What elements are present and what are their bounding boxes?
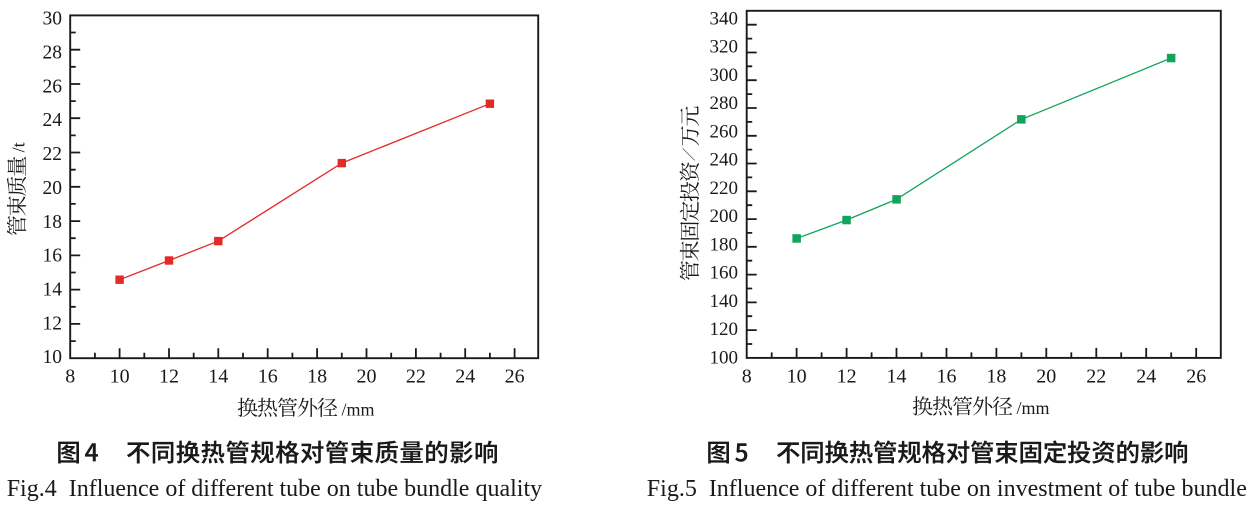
- svg-text:24: 24: [1136, 366, 1156, 388]
- svg-text:200: 200: [710, 206, 739, 227]
- svg-text:18: 18: [986, 366, 1006, 388]
- svg-text:/mm: /mm: [1017, 398, 1050, 418]
- svg-text:22: 22: [43, 144, 63, 165]
- svg-text:20: 20: [43, 178, 63, 199]
- svg-text:28: 28: [43, 43, 63, 64]
- svg-text:320: 320: [710, 37, 739, 58]
- svg-text:120: 120: [710, 319, 739, 340]
- svg-text:/t: /t: [9, 142, 29, 152]
- svg-text:100: 100: [710, 347, 739, 368]
- svg-text:14: 14: [887, 366, 907, 388]
- svg-text:30: 30: [43, 9, 63, 30]
- svg-text:12: 12: [159, 366, 179, 388]
- svg-text:180: 180: [710, 234, 739, 255]
- svg-text:12: 12: [837, 366, 857, 388]
- svg-text:/mm: /mm: [342, 399, 375, 419]
- svg-text:24: 24: [455, 366, 475, 388]
- svg-text:26: 26: [505, 366, 525, 388]
- svg-text:18: 18: [307, 366, 327, 388]
- svg-text:20: 20: [357, 366, 377, 388]
- svg-text:16: 16: [258, 366, 278, 388]
- svg-text:22: 22: [1086, 366, 1106, 388]
- svg-text:220: 220: [710, 178, 739, 199]
- svg-text:Fig.5 Influence of different: Fig.5 Influence of different tube on inv…: [647, 476, 1247, 502]
- svg-text:280: 280: [710, 93, 739, 114]
- svg-text:22: 22: [406, 366, 426, 388]
- svg-text:160: 160: [710, 263, 739, 284]
- svg-text:26: 26: [1186, 366, 1206, 388]
- svg-text:10: 10: [43, 347, 63, 368]
- svg-text:Fig.4 Influence of different: Fig.4 Influence of different tube on tub…: [7, 476, 542, 502]
- svg-text:16: 16: [937, 366, 957, 388]
- svg-text:14: 14: [43, 279, 63, 300]
- svg-text:20: 20: [1036, 366, 1056, 388]
- svg-text:16: 16: [43, 246, 63, 267]
- svg-text:24: 24: [43, 110, 63, 131]
- svg-text:240: 240: [710, 150, 739, 171]
- svg-text:12: 12: [43, 313, 63, 334]
- svg-text:340: 340: [710, 9, 739, 30]
- svg-text:26: 26: [43, 76, 63, 97]
- svg-text:300: 300: [710, 65, 739, 86]
- svg-text:14: 14: [208, 366, 228, 388]
- svg-text:260: 260: [710, 121, 739, 142]
- svg-text:10: 10: [787, 366, 807, 388]
- svg-text:8: 8: [65, 366, 75, 388]
- svg-text:8: 8: [742, 366, 752, 388]
- svg-text:140: 140: [710, 291, 739, 312]
- svg-text:10: 10: [110, 366, 130, 388]
- svg-text:18: 18: [43, 212, 63, 233]
